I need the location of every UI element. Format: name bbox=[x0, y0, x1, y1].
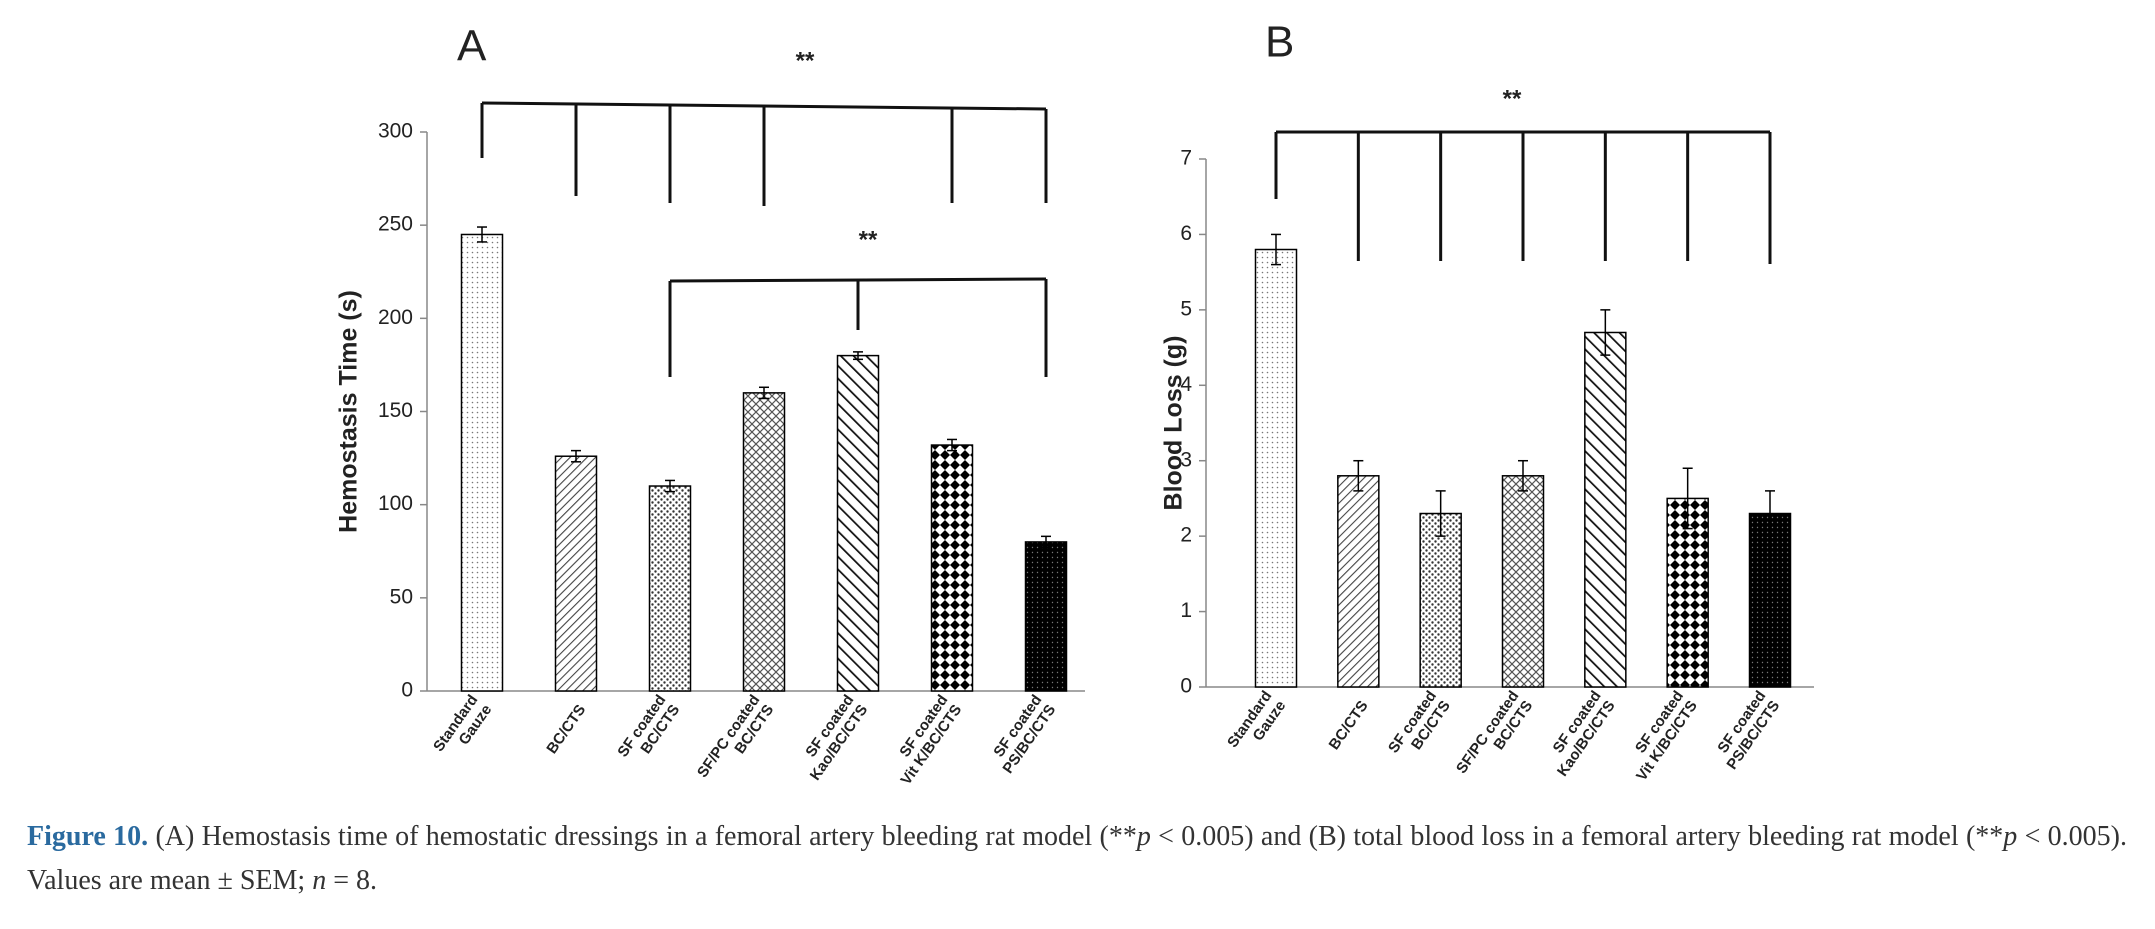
x-tick-label: SF coatedPS/BC/CTS bbox=[1710, 688, 1784, 773]
bar bbox=[742, 392, 786, 692]
error-bar bbox=[1518, 459, 1528, 492]
bar bbox=[1337, 475, 1380, 688]
x-tick-label: SF coatedBC/CTS bbox=[614, 692, 683, 770]
caption-text: = 8. bbox=[326, 865, 377, 896]
x-tick-label: StandardGauze bbox=[1224, 688, 1289, 761]
y-tick-label: 200 bbox=[378, 306, 413, 329]
x-tick-label: SF/PC coatedBC/CTS bbox=[1453, 688, 1536, 787]
error-bar bbox=[1271, 233, 1281, 266]
x-tick-label: SF coatedPS/BC/CTS bbox=[986, 692, 1060, 777]
error-bar bbox=[1765, 490, 1775, 537]
x-tick-label: StandardGauze bbox=[430, 692, 495, 765]
caption-text: p bbox=[1136, 821, 1151, 852]
caption-label: Figure 10. bbox=[27, 821, 149, 852]
bar bbox=[554, 455, 598, 692]
x-tick-label: SF coatedKao/BC/CTS bbox=[1540, 688, 1619, 780]
bar bbox=[930, 444, 974, 692]
bar bbox=[1666, 497, 1709, 688]
error-bar bbox=[571, 449, 581, 463]
caption: Figure 10. (A) Hemostasis time of hemost… bbox=[27, 815, 2127, 903]
y-tick-label: 300 bbox=[378, 120, 413, 143]
error-bar bbox=[1682, 467, 1693, 530]
bar bbox=[1254, 248, 1298, 688]
error-bar bbox=[665, 479, 675, 493]
y-axis-label: Hemostasis Time (s) bbox=[335, 290, 363, 533]
x-tick-label: SF coatedVit K/BC/CTS bbox=[884, 692, 966, 788]
y-tick-label: 100 bbox=[378, 492, 413, 515]
x-tick-label: SF coatedBC/CTS bbox=[1385, 688, 1454, 766]
caption-text: (A) Hemostasis time of hemostatic dressi… bbox=[155, 821, 1137, 852]
y-tick-label: 1 bbox=[1180, 599, 1192, 622]
y-tick-label: 4 bbox=[1180, 373, 1192, 396]
caption-text: < 0.005). Values are mean ± SEM; bbox=[27, 821, 2127, 896]
bar bbox=[836, 354, 880, 692]
error-bar bbox=[947, 438, 957, 452]
error-bar bbox=[1600, 309, 1611, 356]
y-tick-label: 0 bbox=[1180, 675, 1192, 698]
error-bar bbox=[853, 351, 863, 361]
panel-label: B bbox=[1265, 18, 1294, 67]
caption-text: p bbox=[2003, 821, 2018, 852]
panel-label: A bbox=[457, 22, 487, 71]
x-tick-label: SF coatedKao/BC/CTS bbox=[793, 692, 872, 784]
bar bbox=[460, 233, 504, 692]
bar bbox=[648, 485, 692, 692]
bar bbox=[1501, 475, 1545, 688]
x-tick-label: SF/PC coatedBC/CTS bbox=[694, 692, 777, 791]
error-bar bbox=[759, 386, 769, 400]
y-tick-label: 150 bbox=[378, 399, 413, 422]
y-tick-label: 2 bbox=[1180, 524, 1192, 547]
bar bbox=[1584, 331, 1627, 688]
y-tick-label: 6 bbox=[1180, 222, 1192, 245]
x-tick-label: BC/CTS bbox=[1326, 698, 1372, 753]
bar bbox=[1748, 512, 1792, 688]
y-tick-label: 5 bbox=[1180, 297, 1192, 320]
y-tick-label: 7 bbox=[1180, 147, 1192, 170]
caption-text: < 0.005) and (B) total blood loss in a f… bbox=[1150, 821, 2004, 852]
x-tick-label: BC/CTS bbox=[543, 702, 589, 757]
x-tick-label-line: BC/CTS bbox=[1326, 698, 1372, 753]
caption-text: n bbox=[312, 865, 327, 896]
y-axis-label: Blood Loss (g) bbox=[1160, 336, 1188, 511]
significance: ** bbox=[796, 47, 815, 74]
y-tick-label: 50 bbox=[390, 585, 413, 608]
error-bar bbox=[1435, 490, 1446, 537]
bar bbox=[1024, 541, 1068, 692]
error-bar bbox=[1041, 535, 1051, 549]
error-bar bbox=[477, 226, 487, 243]
y-tick-label: 3 bbox=[1180, 448, 1192, 471]
y-tick-label: 250 bbox=[378, 213, 413, 236]
significance: ** bbox=[1503, 85, 1522, 112]
x-tick-label: SF coatedVit K/BC/CTS bbox=[1619, 688, 1701, 784]
significance: ** bbox=[859, 226, 878, 253]
bar bbox=[1419, 512, 1462, 688]
y-tick-label: 0 bbox=[401, 679, 413, 702]
x-tick-label-line: BC/CTS bbox=[543, 702, 589, 757]
error-bar bbox=[1353, 459, 1364, 492]
